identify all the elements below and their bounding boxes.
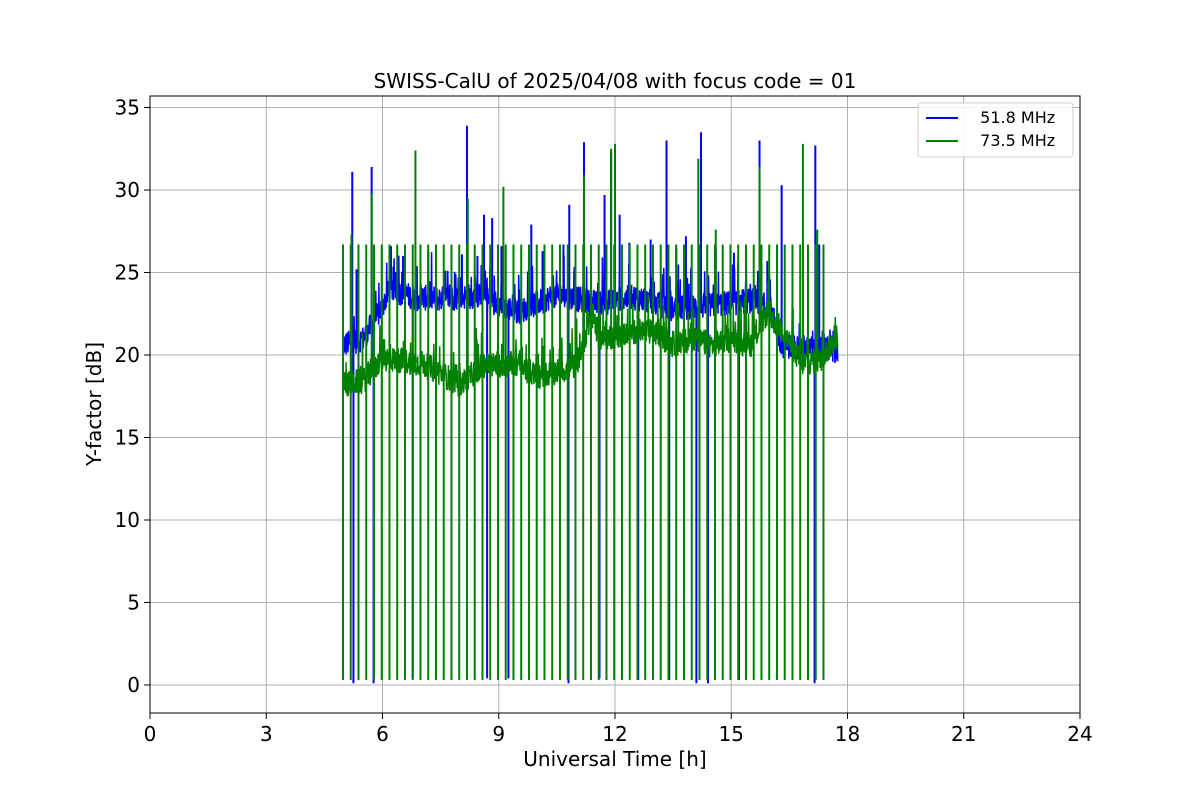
x-axis: 0 3 6 9 12 15 18 21 24 [144, 713, 1093, 746]
y-axis: 0 5 10 15 20 25 30 35 [115, 96, 150, 697]
y-tick-label: 10 [115, 508, 140, 532]
chart-title: SWISS-CalU of 2025/04/08 with focus code… [374, 69, 857, 93]
legend-box [917, 102, 1074, 158]
y-tick-label: 25 [115, 261, 140, 285]
legend-label-51-8-mhz: 51.8 MHz [970, 108, 1055, 127]
y-tick-label: 15 [115, 425, 140, 449]
x-tick-label: 6 [376, 722, 389, 746]
y-tick-label: 5 [127, 590, 140, 614]
series-layer [341, 125, 839, 684]
x-tick-label: 9 [492, 722, 505, 746]
series-73-5-mhz [341, 143, 839, 681]
x-tick-label: 24 [1067, 722, 1092, 746]
x-tick-label: 18 [835, 722, 860, 746]
x-tick-label: 21 [951, 722, 976, 746]
x-tick-label: 3 [260, 722, 273, 746]
y-tick-label: 20 [115, 343, 140, 367]
y-tick-label: 30 [115, 178, 140, 202]
y-tick-label: 35 [115, 96, 140, 120]
x-tick-label: 15 [719, 722, 744, 746]
x-tick-label: 0 [144, 722, 157, 746]
y-axis-label: Y-factor [dB] [82, 342, 106, 467]
legend-label-73-5-mhz: 73.5 MHz [970, 131, 1055, 150]
legend: 51.8 MHz 73.5 MHz [917, 102, 1074, 158]
x-tick-label: 12 [602, 722, 627, 746]
x-axis-label: Universal Time [h] [523, 747, 706, 771]
y-tick-label: 0 [127, 673, 140, 697]
